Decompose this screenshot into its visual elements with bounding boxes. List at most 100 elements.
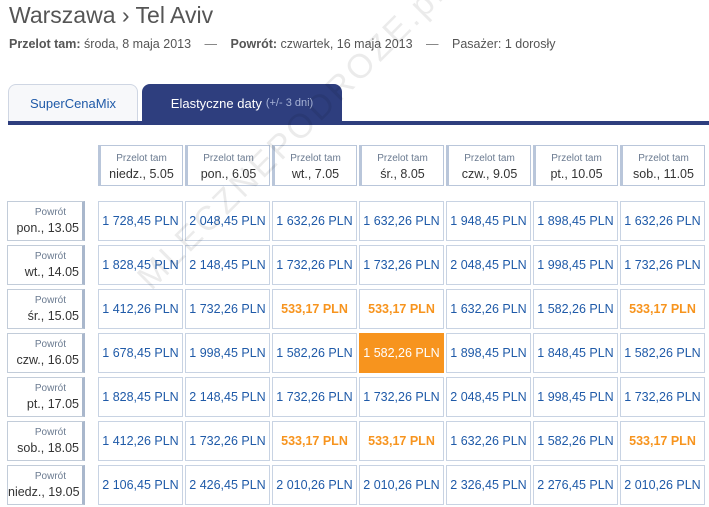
price-cell[interactable]: 533,17 PLN <box>272 421 357 461</box>
tab-flexible-dates[interactable]: Elastyczne daty (+/- 3 dni) <box>142 84 342 122</box>
row-header-label: Powrót <box>34 471 66 482</box>
price-cell[interactable]: 1 732,26 PLN <box>272 245 357 285</box>
column-header-date: niedz., 5.05 <box>109 167 174 181</box>
price-cell[interactable]: 2 010,26 PLN <box>359 465 444 505</box>
price-cell[interactable]: 1 898,45 PLN <box>446 333 531 373</box>
row-header-return: Powrót śr., 15.05 <box>7 289 85 329</box>
price-cell[interactable]: 2 048,45 PLN <box>446 245 531 285</box>
price-cell[interactable]: 1 582,26 PLN <box>533 289 618 329</box>
price-cell[interactable]: 533,17 PLN <box>359 289 444 329</box>
row-header-label: Powrót <box>34 383 66 394</box>
column-header-date: czw., 9.05 <box>461 167 518 181</box>
price-cell[interactable]: 2 106,45 PLN <box>98 465 183 505</box>
price-cell[interactable]: 1 998,45 PLN <box>533 245 618 285</box>
price-cell[interactable]: 1 732,26 PLN <box>185 289 270 329</box>
row-header-return: Powrót sob., 18.05 <box>7 421 85 461</box>
price-cell-selected[interactable]: 1 582,26 PLN <box>359 333 444 373</box>
price-cell[interactable]: 1 848,45 PLN <box>533 333 618 373</box>
column-header-date: wt., 7.05 <box>291 167 340 181</box>
column-header-date: sob., 11.05 <box>633 167 694 181</box>
price-cell[interactable]: 1 828,45 PLN <box>98 377 183 417</box>
price-cell[interactable]: 1 732,26 PLN <box>185 421 270 461</box>
passenger-count: Pasażer: 1 dorosły <box>452 37 556 51</box>
tab-flexible-dates-label: Elastyczne daty <box>170 95 262 111</box>
column-header-outbound: Przelot tam pon., 6.05 <box>185 145 270 186</box>
price-cell[interactable]: 1 582,26 PLN <box>272 333 357 373</box>
price-cell[interactable]: 2 048,45 PLN <box>185 201 270 241</box>
return-date: czwartek, 16 maja 2013 <box>280 37 413 51</box>
row-header-return: Powrót czw., 16.05 <box>7 333 85 373</box>
price-cell[interactable]: 1 412,26 PLN <box>98 289 183 329</box>
column-header-outbound: Przelot tam wt., 7.05 <box>272 145 357 186</box>
column-header-date: pt., 10.05 <box>550 167 603 181</box>
row-header-date: śr., 15.05 <box>27 309 79 323</box>
price-cell[interactable]: 1 678,45 PLN <box>98 333 183 373</box>
row-header-date: czw., 16.05 <box>16 353 79 367</box>
row-header-label: Powrót <box>34 207 66 218</box>
price-cell[interactable]: 2 148,45 PLN <box>185 245 270 285</box>
column-header-label: Przelot tam <box>551 153 602 164</box>
price-cell[interactable]: 2 048,45 PLN <box>446 377 531 417</box>
price-cell[interactable]: 1 948,45 PLN <box>446 201 531 241</box>
outbound-label: Przelot tam: <box>9 37 81 51</box>
price-cell[interactable]: 1 632,26 PLN <box>620 201 705 241</box>
separator: — <box>426 37 439 51</box>
column-header-date: śr., 8.05 <box>380 167 425 181</box>
price-cell[interactable]: 1 582,26 PLN <box>533 421 618 461</box>
price-cell[interactable]: 1 732,26 PLN <box>359 377 444 417</box>
column-header-outbound: Przelot tam śr., 8.05 <box>359 145 444 186</box>
price-cell[interactable]: 1 728,45 PLN <box>98 201 183 241</box>
return-label: Powrót: <box>230 37 278 51</box>
price-cell[interactable]: 2 276,45 PLN <box>533 465 618 505</box>
row-header-return: Powrót niedz., 19.05 <box>7 465 85 505</box>
column-header-label: Przelot tam <box>638 153 689 164</box>
price-cell[interactable]: 1 828,45 PLN <box>98 245 183 285</box>
row-header-return: Powrót wt., 14.05 <box>7 245 85 285</box>
tab-flexible-dates-hint: (+/- 3 dni) <box>265 97 314 109</box>
price-cell[interactable]: 533,17 PLN <box>620 289 705 329</box>
price-cell[interactable]: 1 632,26 PLN <box>272 201 357 241</box>
row-header-label: Powrót <box>34 251 66 262</box>
row-header-date: pon., 13.05 <box>16 221 79 235</box>
row-header-label: Powrót <box>34 339 66 350</box>
row-header-return: Powrót pon., 13.05 <box>7 201 85 241</box>
outbound-date: środa, 8 maja 2013 <box>84 37 192 51</box>
price-cell[interactable]: 1 632,26 PLN <box>446 421 531 461</box>
price-cell[interactable]: 533,17 PLN <box>620 421 705 461</box>
price-cell[interactable]: 1 732,26 PLN <box>620 377 705 417</box>
column-header-label: Przelot tam <box>464 153 515 164</box>
price-cell[interactable]: 2 010,26 PLN <box>620 465 705 505</box>
price-cell[interactable]: 2 148,45 PLN <box>185 377 270 417</box>
column-header-outbound: Przelot tam czw., 9.05 <box>446 145 531 186</box>
row-header-label: Powrót <box>34 427 66 438</box>
price-cell[interactable]: 1 898,45 PLN <box>533 201 618 241</box>
row-header-date: wt., 14.05 <box>24 265 79 279</box>
row-header-date: sob., 18.05 <box>17 441 79 455</box>
price-cell[interactable]: 533,17 PLN <box>272 289 357 329</box>
price-cell[interactable]: 1 732,26 PLN <box>272 377 357 417</box>
price-cell[interactable]: 2 426,45 PLN <box>185 465 270 505</box>
price-cell[interactable]: 1 998,45 PLN <box>533 377 618 417</box>
column-header-label: Przelot tam <box>116 153 167 164</box>
tab-bar-underline <box>8 121 709 125</box>
column-header-label: Przelot tam <box>203 153 254 164</box>
trip-summary: Przelot tam: środa, 8 maja 2013 — Powrót… <box>9 37 556 51</box>
price-cell[interactable]: 2 010,26 PLN <box>272 465 357 505</box>
price-cell[interactable]: 1 732,26 PLN <box>359 245 444 285</box>
row-header-return: Powrót pt., 17.05 <box>7 377 85 417</box>
column-header-date: pon., 6.05 <box>200 167 257 181</box>
route-title: Warszawa › Tel Aviv <box>9 2 214 28</box>
price-cell[interactable]: 1 732,26 PLN <box>620 245 705 285</box>
price-cell[interactable]: 533,17 PLN <box>359 421 444 461</box>
price-cell[interactable]: 1 412,26 PLN <box>98 421 183 461</box>
price-cell[interactable]: 1 632,26 PLN <box>359 201 444 241</box>
column-header-outbound: Przelot tam pt., 10.05 <box>533 145 618 186</box>
column-header-outbound: Przelot tam sob., 11.05 <box>620 145 705 186</box>
price-cell[interactable]: 2 326,45 PLN <box>446 465 531 505</box>
tab-supercenamix[interactable]: SuperCenaMix <box>8 84 138 122</box>
price-cell[interactable]: 1 998,45 PLN <box>185 333 270 373</box>
column-header-outbound: Przelot tam niedz., 5.05 <box>98 145 183 186</box>
tab-supercenamix-label: SuperCenaMix <box>30 96 116 111</box>
price-cell[interactable]: 1 582,26 PLN <box>620 333 705 373</box>
price-cell[interactable]: 1 632,26 PLN <box>446 289 531 329</box>
